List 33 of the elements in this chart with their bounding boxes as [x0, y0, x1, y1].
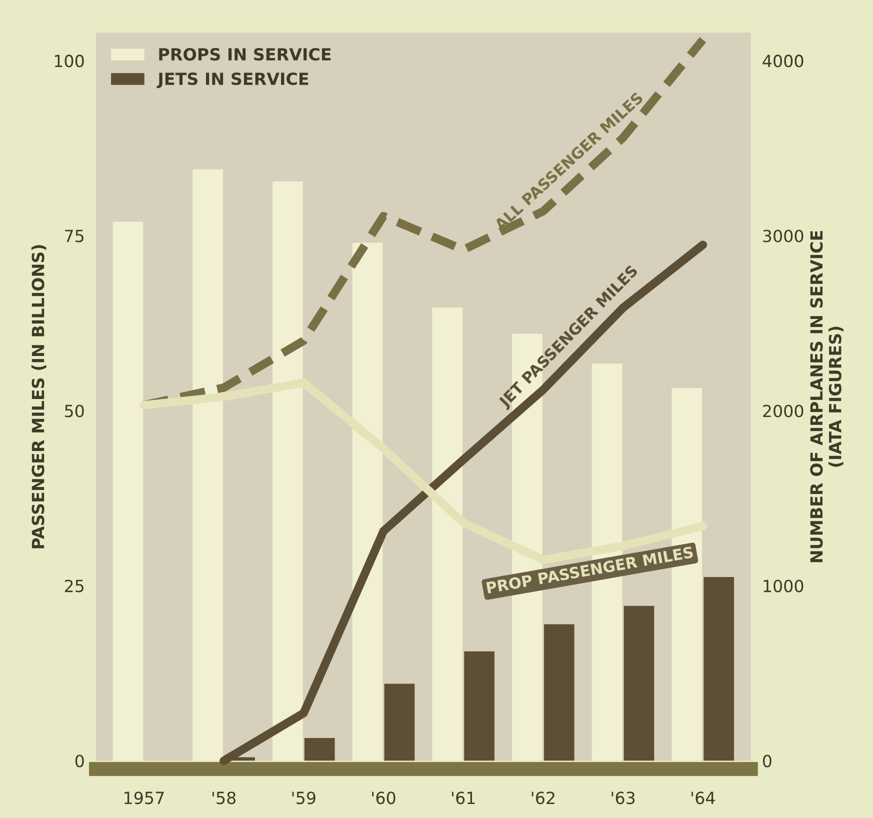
bar	[384, 684, 415, 761]
bar	[272, 181, 303, 761]
bar	[352, 242, 383, 761]
y2-tick-label: 0	[762, 754, 772, 768]
y-tick-label: 50	[64, 404, 84, 418]
y-tick-label: 100	[54, 54, 84, 68]
y2-tick-label: 2000	[763, 404, 804, 418]
bar	[432, 307, 463, 761]
bar	[544, 624, 574, 761]
bar	[704, 576, 734, 761]
bar	[624, 606, 654, 761]
x-tick-label: '64	[692, 792, 715, 804]
bar	[192, 169, 223, 761]
y2-axis-title: NUMBER OF AIRPLANES IN SERVICE (IATA FIGURES)	[810, 231, 844, 562]
y-tick-label: 75	[65, 230, 84, 242]
x-tick-label: '62	[532, 792, 554, 804]
y-tick-label: 0	[75, 754, 84, 768]
x-tick-label: '63	[612, 792, 635, 804]
x-tick-label: 1957	[124, 792, 164, 804]
y-tick-label: 25	[64, 580, 84, 592]
x-tick-label: '58	[212, 792, 236, 804]
x-tick-label: '60	[372, 792, 396, 804]
bar	[112, 222, 144, 761]
x-tick-label: '59	[292, 792, 316, 804]
bar	[304, 738, 335, 761]
legend-label: JETS IN SERVICE	[156, 72, 308, 88]
y2-tick-label: 3000	[763, 230, 804, 242]
y2-tick-label: 4000	[762, 54, 804, 68]
y-axis-title: PASSENGER MILES (IN BILLIONS)	[31, 245, 46, 548]
bar	[464, 651, 494, 761]
y2-tick-label: 1000	[764, 580, 804, 592]
x-tick-label: '61	[452, 792, 475, 804]
legend-label: PROPS IN SERVICE	[159, 48, 331, 61]
